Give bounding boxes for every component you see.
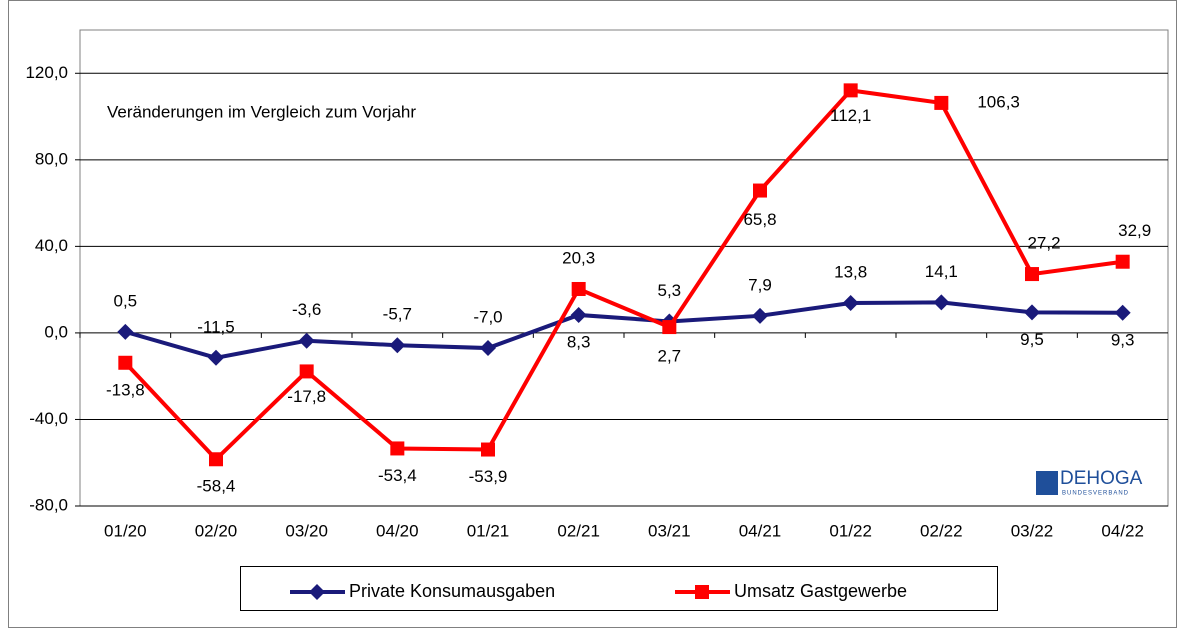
y-tick-label: 40,0 (35, 236, 68, 255)
x-tick-label: 02/20 (195, 521, 238, 540)
logo-text: DEHOGA (1060, 468, 1143, 489)
data-label: 20,3 (562, 248, 595, 267)
marker (753, 183, 767, 198)
data-label: 14,1 (925, 262, 958, 281)
data-label: -5,7 (383, 305, 412, 324)
data-label: 9,5 (1020, 330, 1044, 349)
y-tick-label: 0,0 (44, 322, 68, 341)
y-tick-label: 120,0 (25, 63, 68, 82)
marker (752, 307, 768, 324)
logo-subtext: BUNDESVERBAND (1062, 491, 1129, 497)
logo: DEHOGA BUNDESVERBAND (1036, 468, 1143, 497)
data-label: -53,4 (378, 466, 417, 485)
x-tick-label: 03/22 (1011, 521, 1054, 540)
annotation: Veränderungen im Vergleich zum Vorjahr (107, 102, 416, 121)
data-label: 112,1 (830, 106, 871, 125)
data-label: 32,9 (1118, 221, 1151, 240)
marker (117, 323, 134, 340)
y-tick-label: -40,0 (29, 409, 68, 428)
data-label: -3,6 (292, 300, 321, 319)
data-label: 2,7 (658, 347, 682, 366)
data-label: -7,0 (473, 308, 502, 327)
x-tick-label: 03/20 (285, 521, 328, 540)
data-label: 7,9 (748, 275, 772, 294)
logo-icon (1036, 471, 1058, 495)
data-label: -17,8 (287, 387, 326, 406)
data-label: -11,5 (197, 317, 235, 336)
x-tick-label: 04/21 (739, 521, 782, 540)
marker (299, 364, 314, 379)
legend-label: Private Konsumausgaben (349, 581, 555, 601)
marker (933, 294, 950, 311)
data-label: 8,3 (567, 332, 591, 351)
x-tick-label: 02/22 (920, 521, 963, 540)
chart-border (8, 0, 1177, 628)
legend-marker (309, 584, 325, 600)
x-tick-label: 03/21 (648, 521, 691, 540)
data-label: -58,4 (197, 477, 236, 496)
marker (1114, 304, 1131, 321)
legend-box (240, 566, 998, 611)
data-label: 27,2 (1027, 234, 1060, 253)
x-tick-label: 02/21 (557, 521, 600, 540)
marker (209, 452, 223, 467)
data-label: 65,8 (743, 210, 776, 229)
marker (389, 337, 406, 354)
marker (662, 320, 677, 335)
data-label: 106,3 (977, 92, 1020, 111)
marker (570, 306, 587, 323)
marker (1025, 267, 1039, 282)
series-line (123, 88, 1123, 463)
marker (481, 442, 495, 457)
x-tick-label: 01/21 (467, 521, 510, 540)
legend-marker (695, 585, 709, 599)
marker (208, 349, 224, 366)
marker (843, 83, 858, 98)
series-line (124, 300, 1123, 360)
x-tick-label: 01/22 (829, 521, 872, 540)
marker (1115, 254, 1130, 269)
marker (1024, 304, 1040, 321)
marker (842, 295, 859, 312)
marker (298, 332, 315, 349)
y-tick-label: -80,0 (29, 495, 68, 514)
marker (571, 281, 586, 296)
marker (934, 95, 949, 110)
data-label: 0,5 (114, 291, 138, 310)
marker (118, 355, 133, 370)
y-tick-label: 80,0 (35, 149, 68, 168)
data-label: -13,8 (106, 380, 145, 399)
data-label: -53,9 (469, 467, 508, 486)
data-label: 13,8 (834, 263, 867, 282)
data-label: 5,3 (658, 281, 682, 300)
data-label: 9,3 (1111, 330, 1135, 349)
x-tick-label: 01/20 (104, 521, 147, 540)
x-tick-label: 04/20 (376, 521, 419, 540)
legend-label: Umsatz Gastgewerbe (734, 581, 907, 601)
x-tick-label: 04/22 (1101, 521, 1144, 540)
marker (390, 441, 405, 456)
marker (480, 340, 496, 357)
